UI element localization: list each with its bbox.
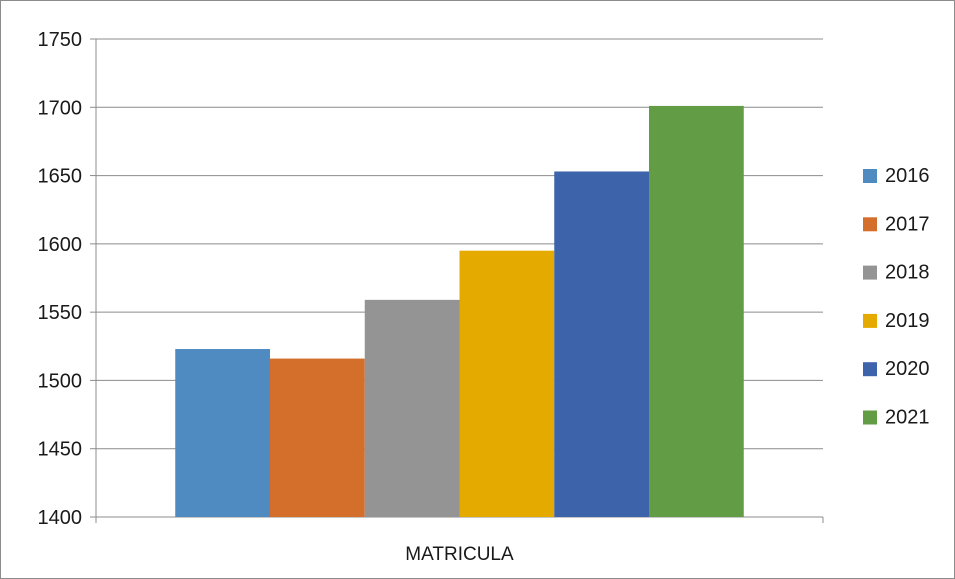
- bar-2016: [175, 349, 270, 517]
- legend-item-2019: 2019: [863, 310, 930, 332]
- legend-label: 2017: [885, 213, 930, 235]
- legend-item-2021: 2021: [863, 407, 930, 429]
- legend-label: 2021: [885, 407, 930, 429]
- legend-swatch: [863, 217, 877, 232]
- y-tick-label: 1600: [38, 234, 83, 256]
- axes: [90, 38, 824, 523]
- y-tick-label: 1450: [38, 439, 83, 461]
- legend-item-2016: 2016: [863, 165, 930, 187]
- bars: [175, 105, 744, 518]
- y-tick-label: 1500: [38, 370, 83, 392]
- bar-2019: [459, 250, 555, 517]
- bar-2017: [269, 358, 365, 517]
- legend-label: 2016: [885, 165, 930, 187]
- bar-2021: [649, 105, 744, 518]
- bar-2020: [554, 171, 650, 517]
- x-category-label: MATRICULA: [405, 544, 514, 565]
- y-tick-label: 1750: [38, 29, 83, 51]
- legend-label: 2019: [885, 310, 930, 332]
- legend: 2016 2017 2018 2019 2020 2021: [863, 165, 930, 429]
- y-tick-label: 1550: [38, 302, 83, 324]
- legend-item-2018: 2018: [863, 262, 930, 284]
- axis-labels: 1400 1450 1500 1550 1600 1650 1700 1750 MATRICUL…: [38, 29, 515, 565]
- y-tick-label: 1400: [38, 507, 83, 529]
- legend-item-2020: 2020: [863, 358, 930, 380]
- legend-label: 2020: [885, 358, 930, 380]
- y-tick-label: 1700: [38, 97, 83, 119]
- bar-2018: [364, 299, 460, 517]
- legend-swatch: [863, 265, 877, 280]
- legend-item-2017: 2017: [863, 213, 930, 235]
- legend-label: 2018: [885, 262, 930, 284]
- y-tick-label: 1650: [38, 166, 83, 188]
- legend-swatch: [863, 169, 877, 183]
- legend-swatch: [863, 410, 877, 425]
- legend-swatch: [863, 313, 877, 328]
- legend-swatch: [863, 362, 877, 377]
